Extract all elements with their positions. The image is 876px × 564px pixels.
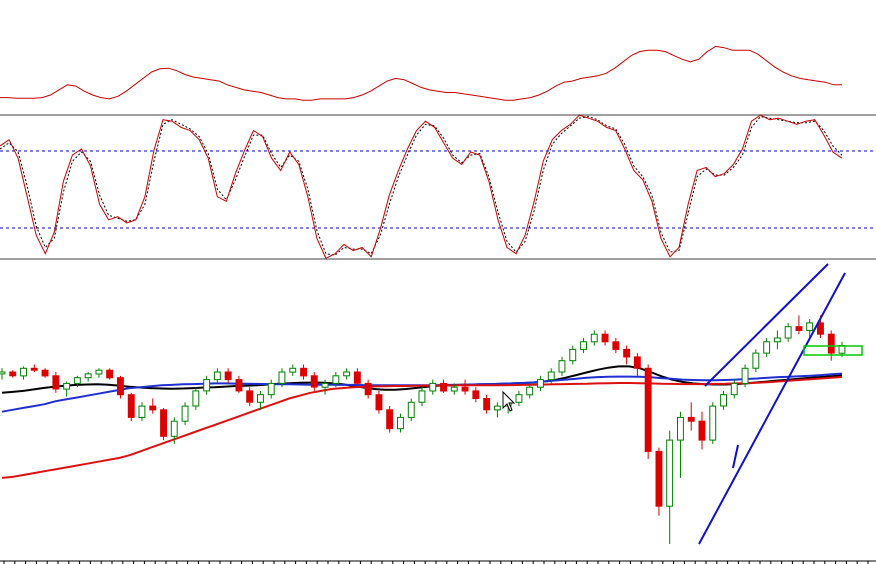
candle-body bbox=[138, 405, 146, 418]
candle-body bbox=[666, 439, 674, 507]
candle-body bbox=[752, 352, 760, 369]
candle-body bbox=[601, 333, 609, 343]
candle-body bbox=[300, 367, 308, 377]
candle-body bbox=[192, 390, 200, 407]
candle-body bbox=[95, 369, 103, 375]
candle-body bbox=[267, 382, 275, 396]
candle-body bbox=[246, 390, 254, 403]
candle-body bbox=[181, 405, 189, 422]
candle-body bbox=[515, 394, 523, 403]
candle-body bbox=[827, 333, 835, 354]
candle-body bbox=[127, 394, 135, 418]
stochastic-signal-line bbox=[0, 116, 843, 256]
candle-body bbox=[558, 360, 566, 373]
candle-body bbox=[418, 390, 426, 403]
candle-body bbox=[0, 371, 6, 375]
candle-body bbox=[310, 375, 318, 388]
trend-line-upper bbox=[704, 263, 829, 387]
candle-body bbox=[741, 367, 749, 384]
candle-body bbox=[332, 375, 340, 384]
candle-body bbox=[450, 386, 458, 392]
highlight-box bbox=[803, 345, 863, 356]
candle-body bbox=[364, 382, 372, 396]
stochastic-panel bbox=[0, 114, 843, 259]
candle-body bbox=[20, 367, 28, 377]
stochastic-k-line bbox=[0, 114, 843, 259]
candle-body bbox=[547, 371, 555, 381]
top-indicator-panel bbox=[0, 45, 842, 101]
candle-body bbox=[73, 377, 81, 384]
candle-body bbox=[41, 369, 49, 377]
candle-body bbox=[343, 371, 351, 377]
candle-body bbox=[321, 382, 329, 388]
candle-body bbox=[224, 371, 232, 381]
candle-body bbox=[160, 409, 168, 437]
candle-body bbox=[52, 375, 60, 390]
candle-body bbox=[483, 398, 491, 411]
candle-body bbox=[687, 416, 695, 422]
candle-body bbox=[730, 382, 738, 396]
candle-body bbox=[30, 367, 38, 371]
candle-body bbox=[526, 386, 534, 396]
candle-body bbox=[407, 401, 415, 418]
candle-body bbox=[773, 337, 781, 343]
candle-body bbox=[633, 356, 641, 369]
candle-body bbox=[429, 382, 437, 392]
candle-body bbox=[720, 394, 727, 407]
candle-body bbox=[106, 369, 114, 379]
candle-body bbox=[278, 371, 286, 384]
ma-red-line bbox=[1, 376, 843, 479]
candle-body bbox=[461, 386, 469, 392]
candle-body bbox=[9, 371, 17, 377]
candle-body bbox=[817, 322, 824, 335]
candle-body bbox=[440, 382, 448, 392]
candle-body bbox=[623, 348, 631, 358]
candle-body bbox=[580, 341, 587, 350]
candle-body bbox=[353, 371, 361, 384]
candle-body bbox=[375, 394, 383, 411]
candle-body bbox=[655, 450, 663, 507]
candle-body bbox=[63, 382, 71, 390]
candle-body bbox=[537, 379, 544, 388]
candle-body bbox=[397, 416, 404, 430]
candle-body bbox=[257, 394, 264, 403]
top-indicator-line bbox=[0, 45, 842, 101]
candle-body bbox=[677, 416, 684, 441]
candle-body bbox=[612, 341, 620, 350]
candle-body bbox=[117, 377, 124, 396]
mouse-cursor-icon bbox=[502, 390, 516, 412]
candle-body bbox=[170, 420, 178, 437]
candle-body bbox=[709, 405, 717, 441]
candle-body bbox=[698, 420, 706, 441]
trend-line-lower bbox=[698, 272, 846, 545]
candle-body bbox=[84, 373, 92, 379]
candle-body bbox=[213, 371, 221, 381]
candle-body bbox=[784, 326, 792, 339]
candle-body bbox=[644, 367, 652, 452]
candle-body bbox=[149, 405, 157, 411]
candle-body bbox=[289, 367, 297, 373]
candle-body bbox=[235, 379, 243, 392]
candle-body bbox=[569, 348, 577, 362]
candle-body bbox=[590, 333, 598, 343]
candle-body bbox=[472, 390, 480, 399]
candle-body bbox=[203, 379, 211, 392]
trend-line-stub bbox=[732, 444, 739, 469]
candlesticks bbox=[0, 315, 846, 544]
candle-body bbox=[386, 409, 394, 430]
candle-body bbox=[493, 405, 501, 411]
candle-body bbox=[763, 341, 771, 354]
candle-body bbox=[795, 326, 803, 332]
candle-body bbox=[806, 322, 814, 331]
